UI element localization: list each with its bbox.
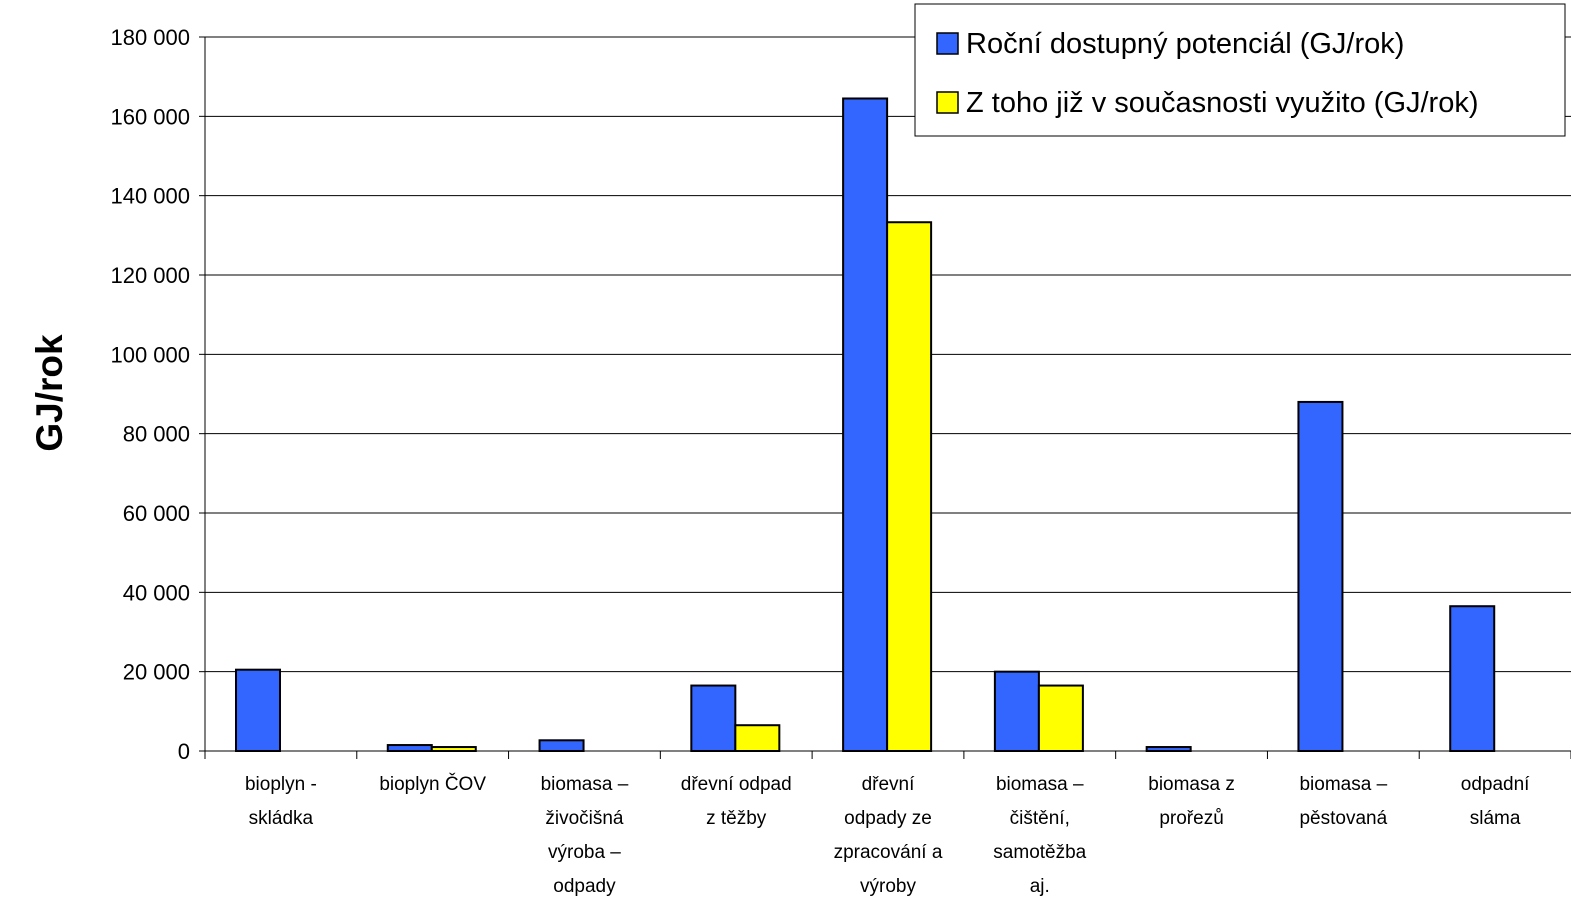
x-category-label: dřevní odpady ze zpracování a výroby xyxy=(834,774,943,897)
bars xyxy=(235,97,1496,753)
bar-potential xyxy=(235,668,281,753)
y-tick-label: 60 000 xyxy=(123,501,190,526)
y-tick-label: 80 000 xyxy=(123,422,190,447)
x-category-label-line: pěstovaná xyxy=(1299,808,1387,829)
x-category-label-line: bioplyn - xyxy=(245,774,317,795)
bar-potential xyxy=(386,744,433,752)
legend-box xyxy=(914,3,1566,137)
x-category-label-line: biomasa – xyxy=(1299,774,1387,795)
x-category-label-line: zpracování a xyxy=(834,842,943,863)
y-tick-label: 160 000 xyxy=(110,104,190,129)
bar-used xyxy=(886,221,933,752)
x-category-label-line: dřevní xyxy=(862,774,916,795)
x-category-label: bioplyn ČOV xyxy=(379,773,486,795)
x-category-label: biomasa – pěstovaná xyxy=(1299,774,1387,829)
y-tick-label: 120 000 xyxy=(110,263,190,288)
x-category-label-line: odpadní xyxy=(1461,774,1530,795)
bar-used xyxy=(430,746,477,752)
bar-used xyxy=(1037,684,1084,752)
bar-potential xyxy=(690,684,737,752)
legend-swatch-potential xyxy=(936,32,959,55)
x-category-label: odpadní sláma xyxy=(1461,774,1530,829)
x-category-label-line: bioplyn ČOV xyxy=(379,773,486,795)
y-tick-labels: 0 20 000 40 000 60 000 80 000 100 000 120 000 1… xyxy=(110,25,190,764)
x-category-label-line: živočišná xyxy=(545,808,624,829)
y-tick-label: 100 000 xyxy=(110,342,190,367)
x-category-label-line: biomasa – xyxy=(541,774,629,795)
x-category-label: biomasa z prořezů xyxy=(1148,774,1235,829)
legend-swatch-used xyxy=(936,91,959,114)
y-axis-title: GJ/rok xyxy=(29,334,70,452)
bar-potential xyxy=(993,670,1040,753)
y-tick-label: 140 000 xyxy=(110,184,190,209)
y-tick-label: 180 000 xyxy=(110,25,190,50)
y-tick-label: 40 000 xyxy=(123,580,190,605)
x-category-label-line: samotěžba xyxy=(993,842,1086,863)
legend: Roční dostupný potenciál (GJ/rok) Z toho… xyxy=(914,3,1566,137)
x-category-label: bioplyn - skládka xyxy=(245,774,317,829)
y-tick-label: 20 000 xyxy=(123,660,190,685)
legend-label-used: Z toho již v současnosti využito (GJ/rok… xyxy=(966,87,1479,119)
bar-used xyxy=(734,724,781,753)
bar-potential xyxy=(1449,605,1496,753)
bar-potential xyxy=(1297,400,1344,752)
x-category-label: biomasa – živočišná výroba – odpady xyxy=(541,774,629,897)
x-category-label-line: výroba – xyxy=(548,842,621,863)
x-category-label-line: výroby xyxy=(860,876,916,897)
x-category-label: dřevní odpad z těžby xyxy=(681,774,792,829)
x-category-label-line: dřevní odpad xyxy=(681,774,792,795)
x-category-labels: bioplyn - skládka bioplyn ČOV biomasa – živo… xyxy=(245,773,1530,897)
bar-potential xyxy=(1145,746,1192,752)
legend-label-potential: Roční dostupný potenciál (GJ/rok) xyxy=(966,28,1404,60)
x-category-label-line: čištění, xyxy=(1010,808,1070,829)
x-category-label-line: skládka xyxy=(249,808,314,829)
x-category-label-line: aj. xyxy=(1030,876,1050,897)
x-category-label-line: biomasa – xyxy=(996,774,1084,795)
bar-potential xyxy=(842,97,889,752)
x-category-label-line: z těžby xyxy=(706,808,767,829)
x-category-label-line: biomasa z xyxy=(1148,774,1235,795)
y-tick-label: 0 xyxy=(178,739,190,764)
bar-potential xyxy=(538,739,585,752)
x-category-label: biomasa – čištění, samotěžba aj. xyxy=(993,774,1086,897)
x-category-label-line: sláma xyxy=(1470,808,1521,829)
x-category-label-line: prořezů xyxy=(1159,808,1223,829)
x-category-label-line: odpady xyxy=(553,876,616,897)
x-category-label-line: odpady ze xyxy=(844,808,932,829)
